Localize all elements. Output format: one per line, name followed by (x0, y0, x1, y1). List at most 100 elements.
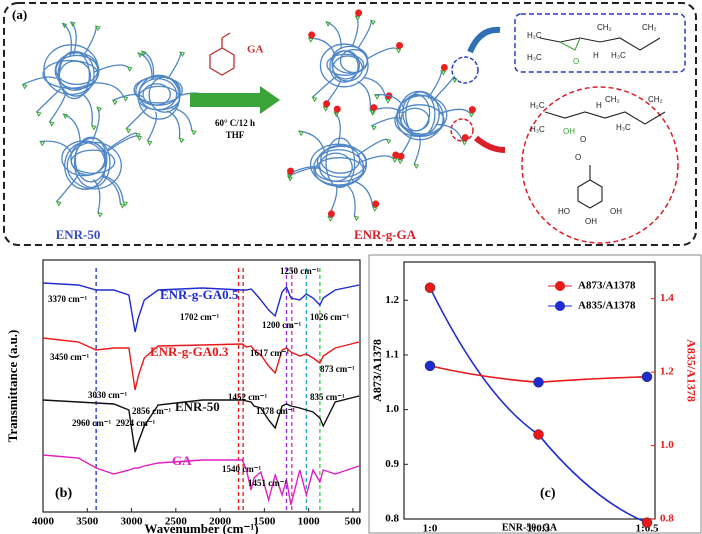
chain-arm (70, 21, 77, 56)
x-tick-label: 1:0.5 (636, 523, 659, 534)
chain-arm (22, 76, 57, 86)
series-label: GA (172, 453, 192, 468)
chain-coil (148, 76, 181, 113)
epoxy-end (69, 21, 76, 27)
epoxy-end (48, 121, 55, 127)
epoxy-end (95, 25, 101, 32)
peak-label: 1452 cm⁻¹ (228, 392, 267, 402)
epoxy-end (413, 163, 420, 170)
ga-dot (440, 63, 448, 71)
structure-label: H₂C (527, 31, 542, 40)
peak-label: 1026 cm⁻¹ (310, 312, 349, 322)
condition: 60° C/12 h (215, 118, 255, 128)
spectrum (42, 282, 360, 333)
chain-arm (62, 22, 73, 57)
panel-label: (b) (55, 486, 72, 501)
y2-tick-label: 0.8 (660, 513, 674, 525)
structure-label: H (596, 101, 602, 110)
chain-arm (166, 110, 181, 139)
legend-label: A835/A1378 (578, 300, 636, 312)
data-point (533, 377, 544, 388)
epoxy-end (468, 111, 475, 118)
structure-label: H₃C (527, 53, 542, 62)
chain-arm (166, 51, 182, 80)
structure-label: H₃C (611, 51, 626, 60)
chain-arm (92, 106, 100, 141)
structure-label: O (580, 135, 586, 144)
chain-arm (356, 138, 387, 157)
peak-label: 873 cm⁻¹ (320, 364, 355, 374)
y-tick-label: 1.0 (385, 403, 399, 415)
epoxy-end (90, 124, 97, 131)
chain-coil (64, 141, 107, 190)
zoom-arrow (474, 135, 506, 153)
series-label: ENR-50 (175, 399, 220, 414)
legend-label: A873/A1378 (578, 280, 636, 292)
chain-coil (138, 78, 178, 111)
peak-label: 835 cm⁻¹ (310, 392, 345, 402)
panel-a-frame (3, 2, 697, 246)
chain-arm (333, 111, 341, 146)
series-label: ENR-g-GA0.3 (150, 344, 229, 359)
data-point (641, 517, 653, 528)
epoxy-end (140, 50, 147, 57)
ga-dot (461, 134, 469, 142)
chain-arm (141, 50, 155, 79)
x-axis-label: Wavenumber (cm⁻¹) (144, 521, 258, 534)
ga-dot (287, 167, 295, 175)
epoxy-end (370, 19, 376, 26)
epoxy-end (385, 138, 392, 145)
epoxy-end (333, 111, 340, 118)
ga-dot (392, 151, 400, 159)
epoxy-end (111, 99, 118, 106)
chain-coil (57, 51, 95, 97)
x-tick-label: 2000 (209, 516, 232, 528)
structure-label: H (593, 51, 599, 60)
panel-b-frame (42, 259, 361, 513)
epoxy-end (61, 22, 68, 29)
ga-dot (468, 106, 476, 114)
y-tick-label: 0.8 (385, 513, 399, 525)
epoxy-end (21, 83, 28, 90)
chain-coil (402, 93, 431, 132)
epoxy-end (96, 106, 102, 113)
structure-label: HO (558, 207, 570, 216)
peak-label: 1702 cm⁻¹ (180, 312, 219, 322)
peak-label: 1540 cm⁻¹ (222, 464, 261, 474)
chain-arm (437, 108, 470, 115)
epoxy-end (97, 211, 103, 218)
chain-arm (435, 123, 463, 141)
spectrum (42, 337, 360, 391)
peak-label: 2924 cm⁻¹ (116, 418, 155, 428)
right-label: ENR-g-GA (354, 227, 417, 242)
peak-label: 2856 cm⁻¹ (132, 406, 171, 416)
epoxy-end (125, 127, 132, 134)
chain-arm (351, 179, 374, 207)
epoxy-end (178, 137, 185, 144)
chain-coil (314, 157, 365, 183)
y-axis-label: Transmittance (a.u.) (5, 330, 20, 443)
chain-coil (319, 43, 369, 88)
epoxy-end (370, 124, 377, 131)
chain-arm (366, 47, 397, 60)
epoxy-end (286, 173, 293, 180)
chain-arm (100, 175, 122, 204)
epoxy-end (384, 98, 391, 104)
ga-dot (397, 152, 405, 160)
peak-label: 3450 cm⁻¹ (50, 352, 89, 362)
chain-coil (54, 52, 100, 90)
y-tick-label: 1.1 (385, 348, 399, 360)
structure-label: CH₂ (597, 23, 612, 32)
x-tick-label: 1:0 (423, 523, 438, 534)
chain-coil (316, 145, 367, 178)
structure-label: CH₂ (642, 23, 657, 32)
epoxy-end (137, 52, 143, 58)
structure-bonds (539, 37, 666, 209)
structure-label: OH (585, 217, 597, 226)
structure-label: O (573, 57, 579, 66)
panel-c-frame (368, 254, 702, 534)
epoxy-end (298, 130, 304, 137)
zoom-circle (450, 118, 474, 142)
ga-dot (355, 9, 363, 17)
chain-arm (82, 25, 97, 58)
